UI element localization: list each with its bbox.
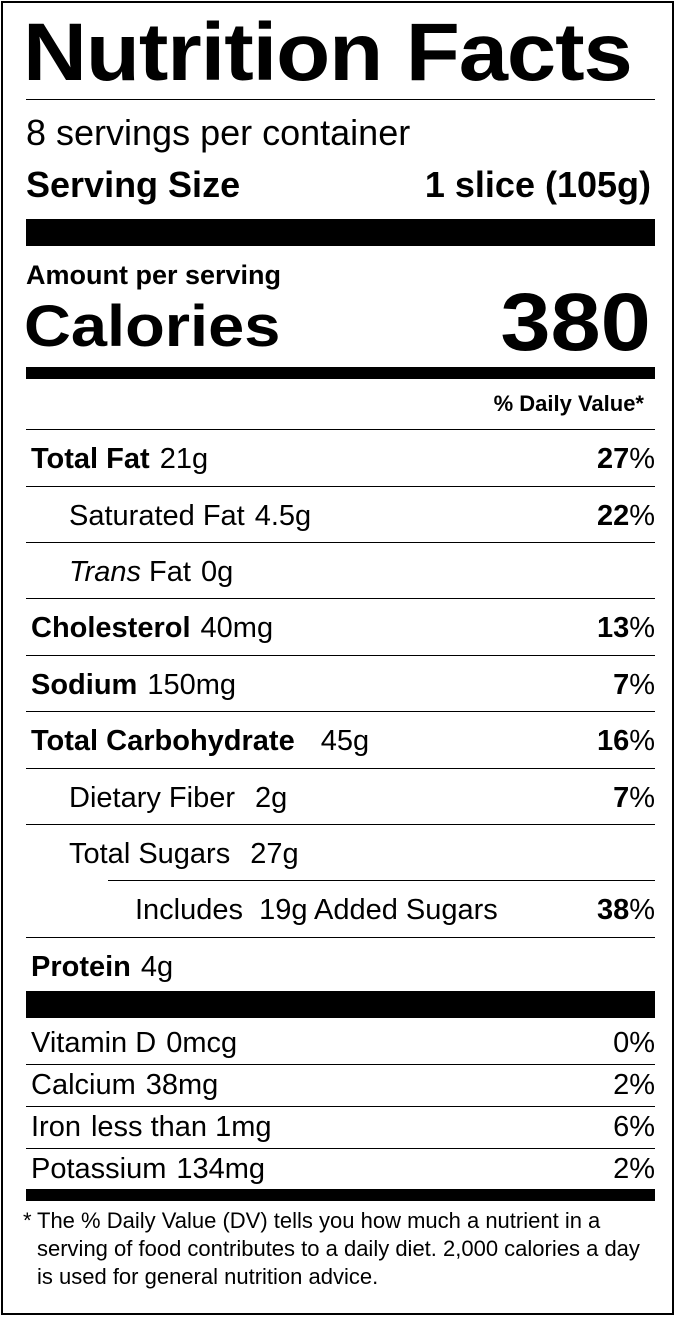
row-divider (26, 937, 655, 938)
nutrient-label: Total Carbohydrate (31, 725, 295, 757)
nutrient-label: Sodium (31, 669, 138, 701)
nutrient-row-trans-fat: Trans Fat 0g (3, 542, 675, 598)
vitamin-pct: 0% (613, 1027, 655, 1059)
nutrient-amount: 4.5g (254, 500, 312, 532)
pct-sign: % (629, 725, 655, 757)
footnote-text: The % Daily Value (DV) tells you how muc… (37, 1208, 640, 1289)
nutrient-label: Includes 19g Added Sugars (135, 894, 498, 926)
pct-sign: % (629, 443, 655, 475)
nutrient-amount: 40mg (200, 612, 274, 644)
nutrient-label: Protein (31, 951, 131, 983)
vitamin-row-iron: Iron less than 1mg 6% (3, 1106, 675, 1147)
medium-divider (26, 367, 655, 379)
nutrient-row-sodium: Sodium 150mg 7% (3, 655, 675, 711)
vitamin-amount: less than 1mg (90, 1111, 272, 1143)
serving-size-value: 1 slice (105g) (424, 164, 651, 205)
row-divider (26, 1106, 655, 1107)
nutrient-pct: 27 (596, 443, 630, 475)
pct-sign: % (629, 894, 655, 926)
nutrient-pct: 13 (596, 612, 630, 644)
pct-sign: % (629, 612, 655, 644)
row-divider (26, 598, 655, 599)
footnote: * The % Daily Value (DV) tells you how m… (23, 1207, 653, 1291)
pct-sign: % (629, 669, 655, 701)
daily-value-header: % Daily Value* (493, 391, 644, 416)
row-divider (26, 711, 655, 712)
nutrient-amount: 0g (200, 556, 234, 588)
medium-divider (26, 1189, 655, 1201)
vitamin-row-vitamin-d: Vitamin D 0mcg 0% (3, 1022, 675, 1063)
vitamin-label: Calcium (31, 1069, 136, 1101)
nutrient-label: Total Sugars (69, 838, 231, 870)
vitamin-amount: 0mcg (166, 1027, 238, 1059)
vitamin-amount: 134mg (176, 1153, 266, 1185)
row-divider (26, 542, 655, 543)
nutrient-pct: 22 (596, 500, 630, 532)
vitamin-label: Iron (31, 1111, 81, 1143)
vitamin-pct: 2% (613, 1153, 655, 1185)
nutrient-label: Dietary Fiber (69, 782, 235, 814)
amount-per-serving: Amount per serving (26, 260, 282, 290)
nutrient-row-saturated-fat: Saturated Fat 4.5g 22% (3, 486, 675, 542)
servings-per-container: 8 servings per container (26, 112, 411, 153)
row-divider (26, 1148, 655, 1149)
row-divider (26, 824, 655, 825)
vitamin-row-potassium: Potassium 134mg 2% (3, 1148, 675, 1189)
nutrient-pct: 16 (596, 725, 630, 757)
divider (26, 99, 655, 100)
nutrient-amount: 2g (255, 782, 288, 814)
thick-divider (26, 219, 655, 246)
calories-label: Calories (24, 294, 281, 359)
vitamin-label: Potassium (31, 1153, 167, 1185)
footnote-asterisk: * (23, 1208, 32, 1233)
nutrient-row-total-carbohydrate: Total Carbohydrate 45g 16% (3, 711, 675, 767)
calories-value: 380 (500, 277, 651, 368)
nutrient-label: Saturated Fat (69, 500, 245, 532)
nutrient-row-total-sugars: Total Sugars 27g (3, 824, 675, 880)
label-title: Nutrition Facts (23, 7, 633, 98)
vitamin-amount: 38mg (145, 1069, 219, 1101)
nutrient-label: Fat (149, 556, 191, 588)
nutrient-label: Total Fat (31, 443, 150, 475)
vitamin-label: Vitamin D (31, 1027, 157, 1059)
nutrient-pct: 7 (613, 669, 630, 701)
pct-sign: % (629, 782, 655, 814)
serving-size-label: Serving Size (26, 164, 241, 205)
nutrient-row-total-fat: Total Fat 21g 27% (3, 429, 675, 485)
row-divider (26, 655, 655, 656)
pct-sign: % (629, 500, 655, 532)
nutrient-pct: 38 (596, 894, 630, 926)
row-divider (26, 486, 655, 487)
row-divider (26, 429, 655, 430)
nutrient-row-added-sugars: Includes 19g Added Sugars 38% (3, 880, 675, 936)
nutrient-row-protein: Protein 4g (3, 937, 675, 993)
vitamin-pct: 2% (613, 1069, 655, 1101)
nutrient-amount: 27g (250, 838, 299, 870)
vitamin-row-calcium: Calcium 38mg 2% (3, 1064, 675, 1105)
nutrient-label: Cholesterol (31, 612, 191, 644)
row-divider (108, 880, 655, 881)
nutrient-amount: 45g (320, 725, 370, 757)
vitamin-pct: 6% (613, 1111, 655, 1143)
row-divider (26, 1064, 655, 1065)
nutrient-row-cholesterol: Cholesterol 40mg 13% (3, 598, 675, 654)
row-divider (26, 768, 655, 769)
thick-divider (26, 991, 655, 1018)
nutrient-amount: 4g (140, 951, 174, 983)
nutrient-row-dietary-fiber: Dietary Fiber 2g 7% (3, 768, 675, 824)
nutrient-amount: 21g (159, 443, 209, 475)
nutrient-label-italic: Trans (69, 556, 141, 588)
nutrient-amount: 150mg (147, 669, 237, 701)
nutrient-pct: 7 (613, 782, 630, 814)
